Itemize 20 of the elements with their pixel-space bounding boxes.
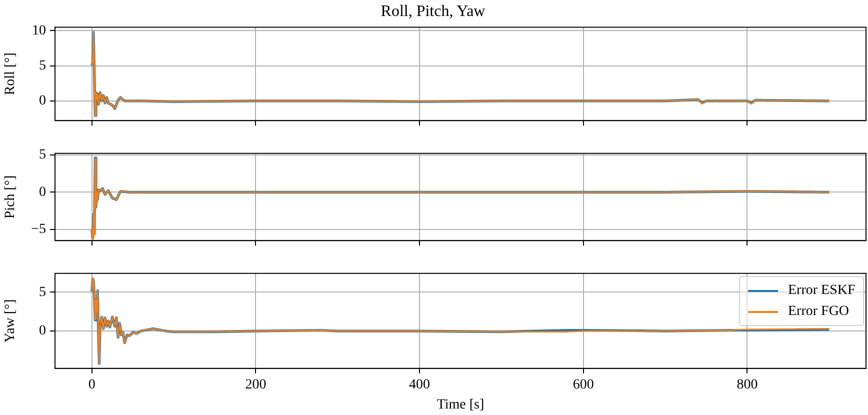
chart-title: Roll, Pitch, Yaw <box>380 2 486 20</box>
x-tick-label: 600 <box>572 377 594 392</box>
legend-label: Error ESKF <box>788 282 856 298</box>
y-tick-label: 10 <box>32 23 46 38</box>
y-tick-label: 0 <box>39 324 46 339</box>
x-tick-label: 400 <box>409 377 430 392</box>
y-tick-label: 0 <box>39 184 46 200</box>
legend-label: Error FGO <box>788 304 850 320</box>
x-axis-title: Time [s] <box>436 397 484 412</box>
x-tick-label: 0 <box>88 377 96 392</box>
y-tick-label: 5 <box>39 284 46 300</box>
x-tick-label: 800 <box>736 377 758 392</box>
y-tick-label: 5 <box>39 148 46 163</box>
y-axis-title: Roll [°] <box>3 52 18 96</box>
y-axis-title: Yaw [°] <box>3 299 18 343</box>
y-tick-label: −5 <box>31 222 46 238</box>
y-tick-label: 0 <box>39 94 46 109</box>
y-tick-label: 5 <box>39 58 46 74</box>
y-axis-title: Pich [°] <box>3 175 18 219</box>
x-tick-label: 200 <box>245 377 266 392</box>
